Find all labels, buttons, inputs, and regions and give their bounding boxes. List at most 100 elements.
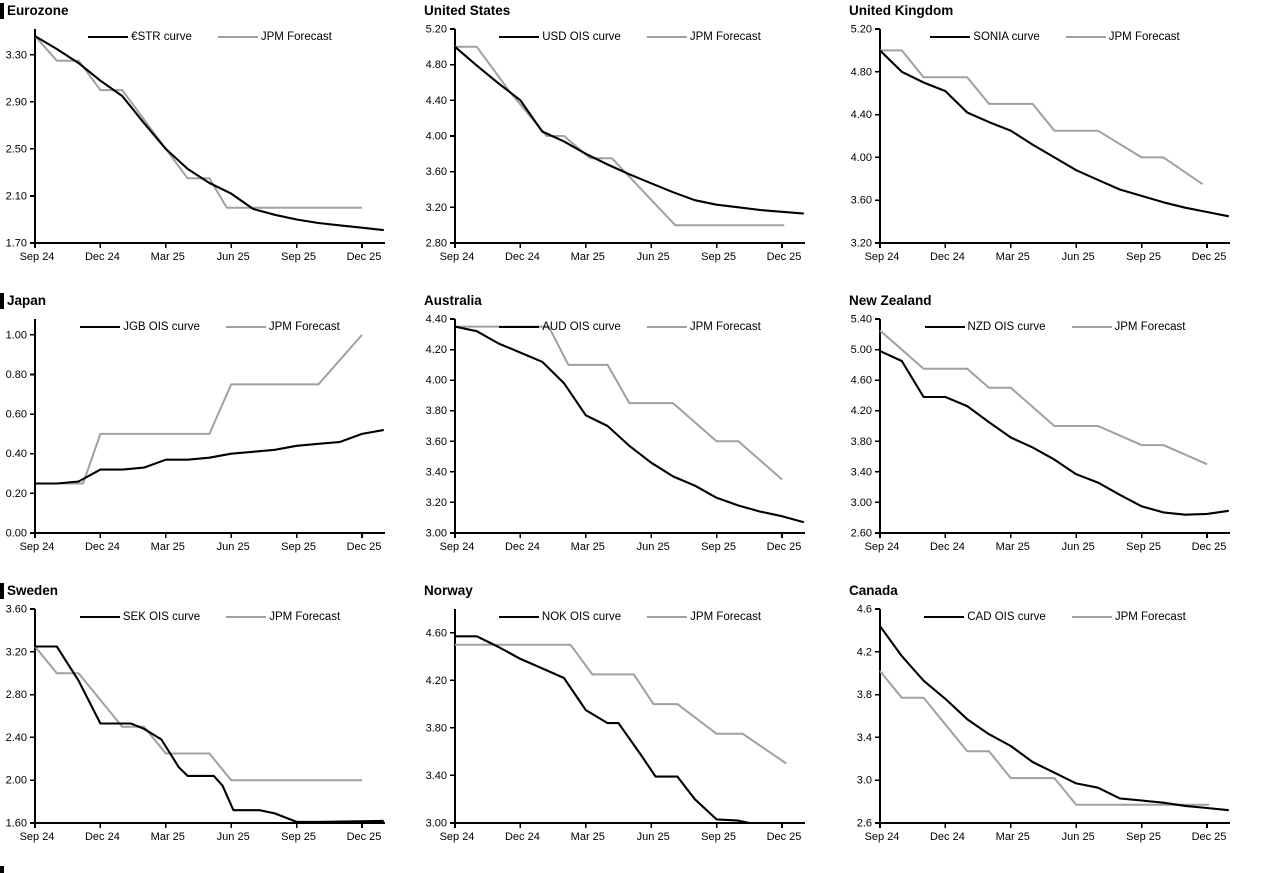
ois-legend-label: CAD OIS curve [967,611,1046,623]
y-tick-label: 5.20 [851,24,872,36]
x-tick-label: Dec 25 [767,831,802,843]
x-tick-label: Dec 25 [767,251,802,263]
x-tick-label: Mar 25 [996,541,1030,553]
ois-curve [879,625,1229,812]
y-tick-label: 3.80 [851,436,872,448]
y-tick-label: 3.00 [426,818,447,830]
chart-area: 5.20 4.80 4.40 4.00 3.60 3.20 Sep 24 Dec 24 Mar … [845,21,1264,285]
x-tick-label: Jun 25 [637,831,670,843]
y-tick-label: 3.8 [857,689,872,701]
y-tick-label: 2.40 [6,732,27,744]
chart-legend: NZD OIS curve JPM Forecast [880,320,1230,334]
y-tick-label: 0.00 [6,528,27,540]
x-tick-label: Mar 25 [996,831,1030,843]
x-tick-label: Dec 24 [85,831,120,843]
chart-title: New Zealand [849,293,932,308]
y-tick-label: 3.60 [6,604,27,616]
y-tick-label: 3.20 [426,497,447,509]
chart-title: Canada [849,583,898,598]
ois-line-sample [924,616,965,618]
x-tick-label: Dec 25 [347,541,382,553]
y-tick-label: 4.00 [426,375,447,387]
y-tick-label: 4.40 [426,314,447,326]
chart-title-row: United Kingdom [845,0,1264,21]
y-tick-label: 3.80 [426,405,447,417]
y-tick-label: 3.40 [851,466,872,478]
y-tick-label: 0.40 [6,448,27,460]
forecast-legend-label: JPM Forecast [1114,611,1186,623]
x-tick-label: Dec 25 [767,541,802,553]
y-tick-label: 3.80 [426,722,447,734]
chart-title-row: Canada [845,580,1264,601]
x-tick-label: Sep 24 [440,251,475,263]
y-tick-label: 3.00 [851,497,872,509]
forecast-curve [34,645,362,782]
x-tick-label: Dec 24 [85,541,120,553]
ois-legend-label: USD OIS curve [542,31,621,43]
y-tick-label: 4.20 [426,344,447,356]
chart-panel-norway: Norway 4.60 4.20 3.80 3.40 3.00 Sep 24 Dec 24 M… [420,580,845,873]
y-tick-label: 4.00 [426,131,447,143]
chart-panel-united-states: United States 5.20 4.80 4.40 4.00 3.60 3.20 2.… [420,0,845,290]
x-tick-label: Dec 25 [1192,831,1227,843]
chart-title: United States [424,3,511,18]
chart-title: Eurozone [7,3,69,18]
section-marker-bar [0,3,4,19]
ois-legend-label: JGB OIS curve [123,321,200,333]
x-tick-label: Mar 25 [996,251,1030,263]
chart-panel-eurozone: Eurozone 3.30 2.90 2.50 2.10 1.70 Sep 24 Dec 2… [0,0,420,290]
chart-legend: SONIA curve JPM Forecast [880,30,1230,44]
y-tick-label: 3.60 [426,166,447,178]
section-marker-bar [0,583,4,599]
forecast-legend-label: JPM Forecast [260,31,332,43]
chart-area: 4.6 4.2 3.8 3.4 3.0 2.6 Sep 24 Dec 24 Mar 25 Jun … [845,601,1264,865]
ois-curve [455,635,765,825]
x-tick-label: Mar 25 [571,831,605,843]
x-tick-label: Sep 25 [281,251,316,263]
chart-panel-united-kingdom: United Kingdom 5.20 4.80 4.40 4.00 3.60 3.20 S… [845,0,1264,290]
y-tick-label: 2.80 [426,238,447,250]
ois-legend-label: NZD OIS curve [967,321,1046,333]
y-tick-label: 4.2 [857,646,872,658]
y-tick-label: 4.40 [851,109,872,121]
y-tick-label: 1.70 [6,238,27,250]
x-tick-label: Sep 24 [440,831,475,843]
ois-curve [35,645,384,823]
y-tick-label: 3.20 [426,202,447,214]
ois-line-sample [498,616,539,618]
x-tick-label: Jun 25 [637,251,670,263]
ois-line-sample [930,36,971,38]
y-tick-label: 4.00 [851,152,872,164]
chart-legend: NOK OIS curve JPM Forecast [455,610,805,624]
chart-legend: SEK OIS curve JPM Forecast [35,610,385,624]
ois-legend-label: NOK OIS curve [541,611,622,623]
ois-curve [879,350,1229,516]
forecast-legend-label: JPM Forecast [1108,31,1180,43]
y-tick-label: 4.60 [851,375,872,387]
forecast-line-sample [217,36,258,38]
x-tick-label: Sep 25 [281,831,316,843]
chart-legend: AUD OIS curve JPM Forecast [455,320,805,334]
chart-area: 4.40 4.20 4.00 3.80 3.60 3.40 3.20 3.00 Sep 24 De… [420,311,845,575]
y-tick-label: 2.60 [851,528,872,540]
x-tick-label: Dec 24 [505,831,540,843]
y-tick-label: 2.10 [6,190,27,202]
x-tick-label: Dec 24 [85,251,120,263]
chart-area: 5.20 4.80 4.40 4.00 3.60 3.20 2.80 Sep 24 Dec 24… [420,21,845,285]
y-tick-label: 3.20 [851,238,872,250]
y-tick-label: 3.00 [426,528,447,540]
x-tick-label: Dec 24 [930,251,965,263]
x-tick-label: Jun 25 [217,251,250,263]
y-tick-label: 3.20 [6,646,27,658]
y-tick-label: 3.0 [857,775,872,787]
ois-legend-label: AUD OIS curve [542,321,621,333]
forecast-curve [35,334,363,485]
chart-panel-new-zealand: New Zealand 5.40 5.00 4.60 4.20 3.80 3.40 3.00… [845,290,1264,580]
chart-panel-australia: Australia 4.40 4.20 4.00 3.80 3.60 3.40 3.20 3.… [420,290,845,580]
forecast-curve [455,325,783,481]
